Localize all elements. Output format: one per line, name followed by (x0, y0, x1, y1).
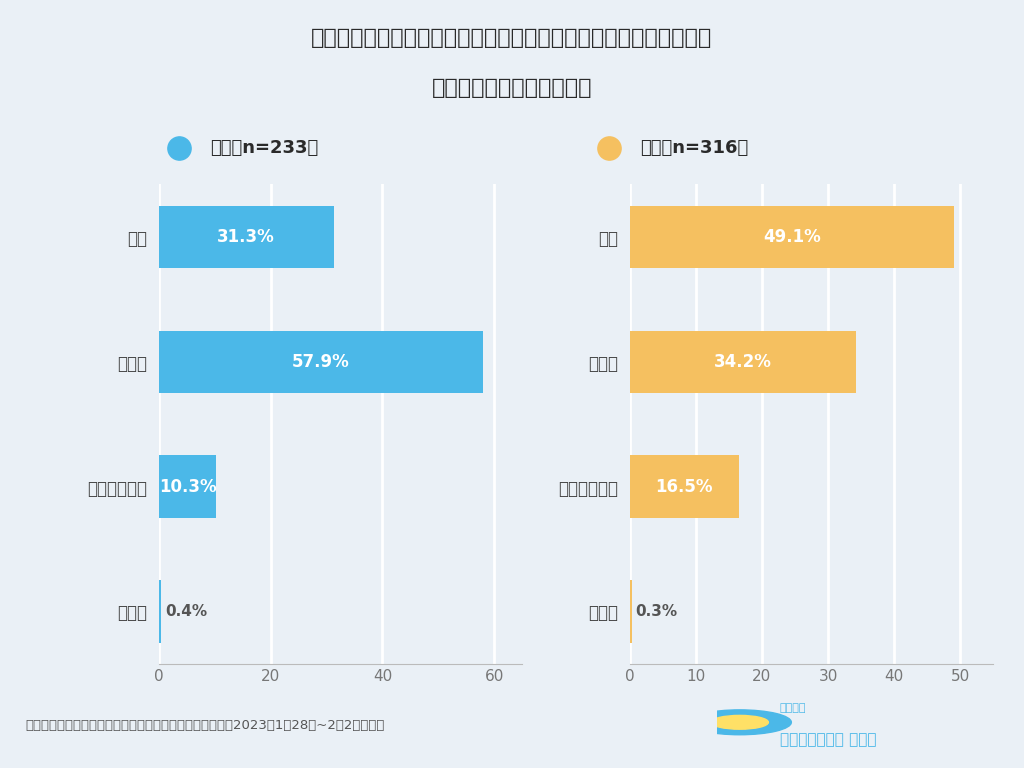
Circle shape (711, 716, 768, 730)
Text: 16.5%: 16.5% (655, 478, 713, 495)
Bar (159, 455, 216, 518)
Text: 0.3%: 0.3% (635, 604, 677, 619)
Text: 31.3%: 31.3% (217, 228, 275, 247)
Text: 49.1%: 49.1% (763, 228, 821, 247)
Text: 0.4%: 0.4% (166, 604, 208, 619)
Bar (630, 206, 954, 269)
Text: （自分への購入品も含む）: （自分への購入品も含む） (432, 78, 592, 98)
Bar (630, 580, 632, 643)
Text: ナイルの: ナイルの (780, 703, 806, 713)
Text: マーケティング 相談室: マーケティング 相談室 (780, 732, 877, 747)
Bar (159, 206, 334, 269)
Text: 【質問】今年のバレンタインにプレゼントを購入する予定ですか？: 【質問】今年のバレンタインにプレゼントを購入する予定ですか？ (311, 28, 713, 48)
Bar (159, 331, 482, 393)
Text: 女性（n=316）: 女性（n=316） (640, 139, 749, 157)
Text: バレンタインギフトの購買行動に関するアンケート調査（2023年1月28日~2月2日実施）: バレンタインギフトの購買行動に関するアンケート調査（2023年1月28日~2月2… (26, 720, 385, 732)
Text: 57.9%: 57.9% (292, 353, 349, 371)
Text: 34.2%: 34.2% (714, 353, 772, 371)
Text: 10.3%: 10.3% (159, 478, 216, 495)
Bar (630, 331, 856, 393)
Circle shape (688, 710, 792, 735)
Bar (630, 455, 739, 518)
Bar (159, 580, 161, 643)
Text: 男性（n=233）: 男性（n=233） (210, 139, 318, 157)
